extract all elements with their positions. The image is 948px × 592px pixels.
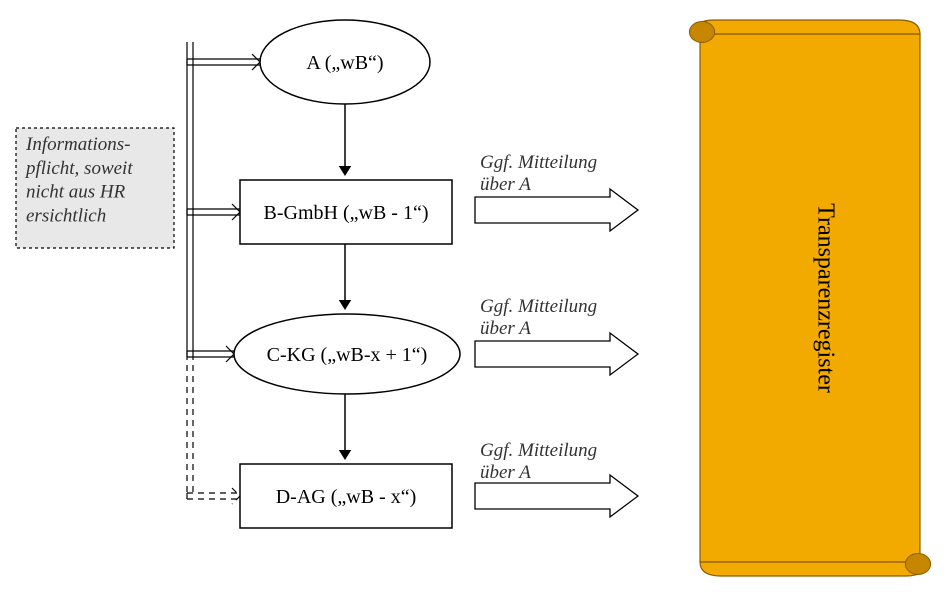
node-label: B-GmbH („wB - 1“) (264, 202, 429, 224)
info-text-line: nicht aus HR (26, 182, 126, 203)
node-A: A („wB“) (260, 20, 430, 104)
notify-arrow-2: Ggf. Mitteilungüber A (475, 440, 638, 517)
node-B: B-GmbH („wB - 1“) (240, 180, 452, 244)
scroll-label: Transparenzregister (812, 203, 838, 393)
info-text-line: ersichtlich (26, 205, 106, 226)
notify-label: Ggf. Mitteilung (480, 152, 597, 173)
notify-label: Ggf. Mitteilung (480, 296, 597, 317)
notify-label: Ggf. Mitteilung (480, 440, 597, 461)
notify-label: über A (480, 462, 531, 483)
node-label: A („wB“) (306, 52, 383, 74)
flow-arrow (339, 394, 352, 460)
node-C: C-KG („wB-x + 1“) (234, 314, 460, 394)
node-label: C-KG („wB-x + 1“) (267, 344, 428, 366)
scroll-register: Transparenzregister (689, 20, 930, 576)
notify-label: über A (480, 174, 531, 195)
notify-arrow-1: Ggf. Mitteilungüber A (475, 296, 638, 375)
notify-arrow-0: Ggf. Mitteilungüber A (475, 152, 638, 231)
notify-label: über A (480, 318, 531, 339)
info-text-line: Informations- (25, 134, 131, 155)
info-text-line: pflicht, soweit (24, 158, 133, 179)
bracket-connectors (174, 42, 260, 504)
flow-arrow (339, 104, 352, 176)
diagram-svg: Informations-pflicht, soweit nicht aus HR… (0, 0, 948, 592)
node-D: D-AG („wB - x“) (240, 464, 452, 528)
flow-arrow (339, 244, 352, 310)
node-label: D-AG („wB - x“) (276, 486, 417, 508)
